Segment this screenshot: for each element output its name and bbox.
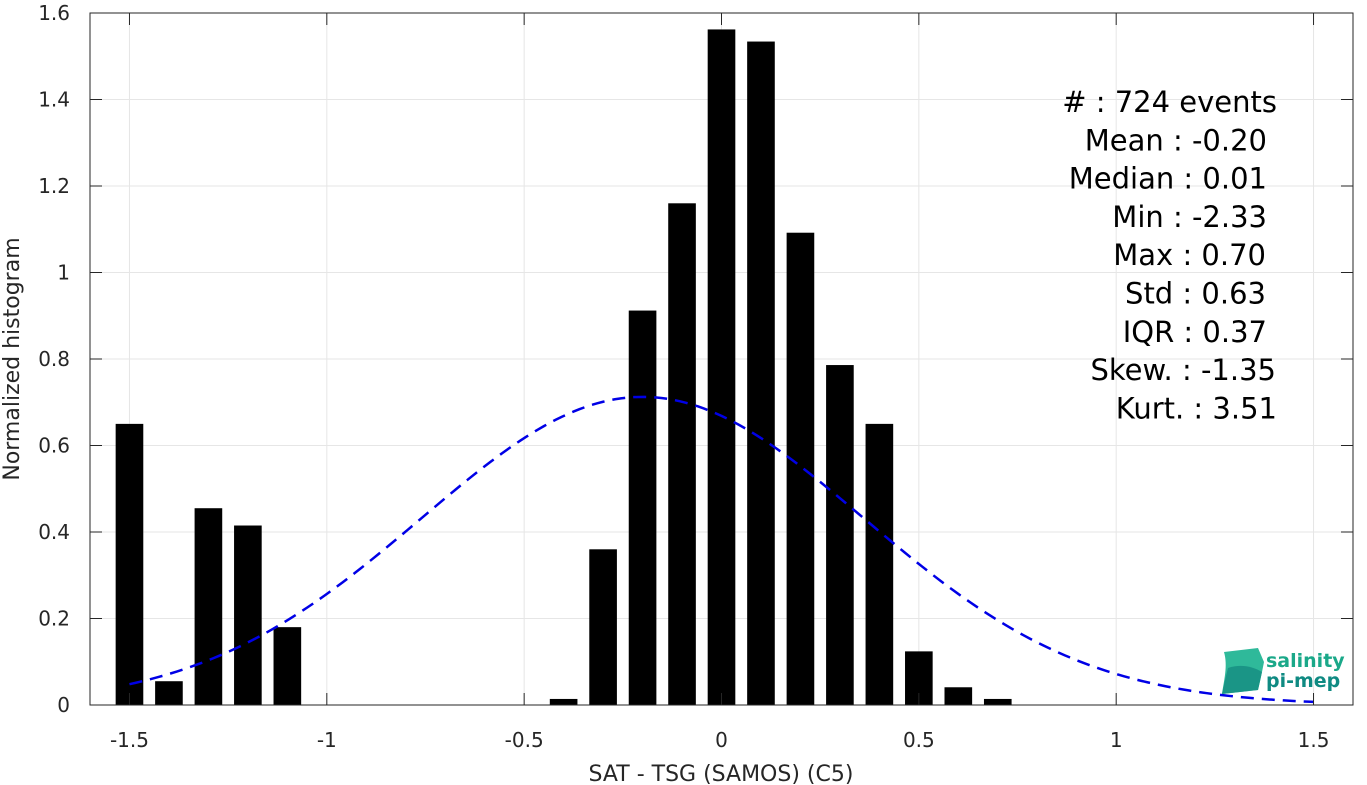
histogram-bar xyxy=(747,41,775,706)
axis-ticks: -1.5 -1 -0.5 0 0.5 1 1.5 0 0.2 0.4 0.6 0.8 1 1.2 1.4 1.… xyxy=(38,1,1353,752)
stats-line: # : 724 events xyxy=(1062,85,1277,119)
histogram-bar xyxy=(234,525,262,705)
histogram-bar xyxy=(668,203,696,706)
x-axis-title: SAT - TSG (SAMOS) (C5) xyxy=(589,762,854,785)
x-tick-label: -1.5 xyxy=(110,728,149,752)
logo-text-salinity: salinity xyxy=(1266,650,1345,672)
x-tick-label: 1 xyxy=(1110,728,1123,752)
y-tick-label: 0 xyxy=(57,693,70,717)
y-tick-label: 1.2 xyxy=(38,174,70,198)
y-tick-label: 1 xyxy=(57,261,70,285)
stats-line: IQR : 0.37 xyxy=(1123,315,1267,349)
y-tick-label: 0.6 xyxy=(38,434,70,458)
histogram-bar xyxy=(628,310,657,705)
stats-line: Max : 0.70 xyxy=(1113,238,1266,272)
histogram-bar xyxy=(826,365,854,705)
statistics-annotation: # : 724 events Mean : -0.20 Median : 0.01 M… xyxy=(1062,85,1277,425)
x-tick-label: 0 xyxy=(715,728,728,752)
gaussian-fit-curve xyxy=(129,395,1314,704)
x-tick-label: 1.5 xyxy=(1298,728,1330,752)
y-tick-label: 1.4 xyxy=(38,88,70,112)
salinity-pi-mep-logo: salinity pi-mep xyxy=(1222,648,1345,694)
x-tick-label: -1 xyxy=(317,728,337,752)
histogram-bar xyxy=(549,698,578,705)
x-tick-label: -0.5 xyxy=(505,728,544,752)
stats-line: Kurt. : 3.51 xyxy=(1116,391,1277,425)
histogram-bar xyxy=(155,681,183,705)
stats-line: Skew. : -1.35 xyxy=(1090,353,1276,387)
histogram-bar xyxy=(589,549,617,705)
histogram-bar xyxy=(115,423,144,705)
histogram-bar xyxy=(865,423,894,705)
histogram-bar xyxy=(944,687,973,705)
histogram-bar xyxy=(194,508,223,705)
logo-text-pi-mep: pi-mep xyxy=(1266,670,1340,692)
histogram-bars xyxy=(115,29,1012,706)
stats-line: Std : 0.63 xyxy=(1125,277,1266,311)
histogram-bar xyxy=(273,627,302,705)
y-tick-label: 0.4 xyxy=(38,520,70,544)
stats-line: Mean : -0.20 xyxy=(1085,123,1267,157)
stats-line: Median : 0.01 xyxy=(1069,162,1267,196)
histogram-bar xyxy=(983,698,1012,705)
histogram-bar xyxy=(707,29,736,706)
y-tick-label: 1.6 xyxy=(38,1,70,25)
y-tick-label: 0.2 xyxy=(38,607,70,631)
x-tick-label: 0.5 xyxy=(903,728,935,752)
logo-wave-shape-dark xyxy=(1222,665,1262,694)
histogram-bar xyxy=(786,232,815,705)
y-axis-title: Normalized histogram xyxy=(0,237,25,480)
y-tick-label: 0.8 xyxy=(38,347,70,371)
stats-line: Min : -2.33 xyxy=(1112,200,1267,234)
